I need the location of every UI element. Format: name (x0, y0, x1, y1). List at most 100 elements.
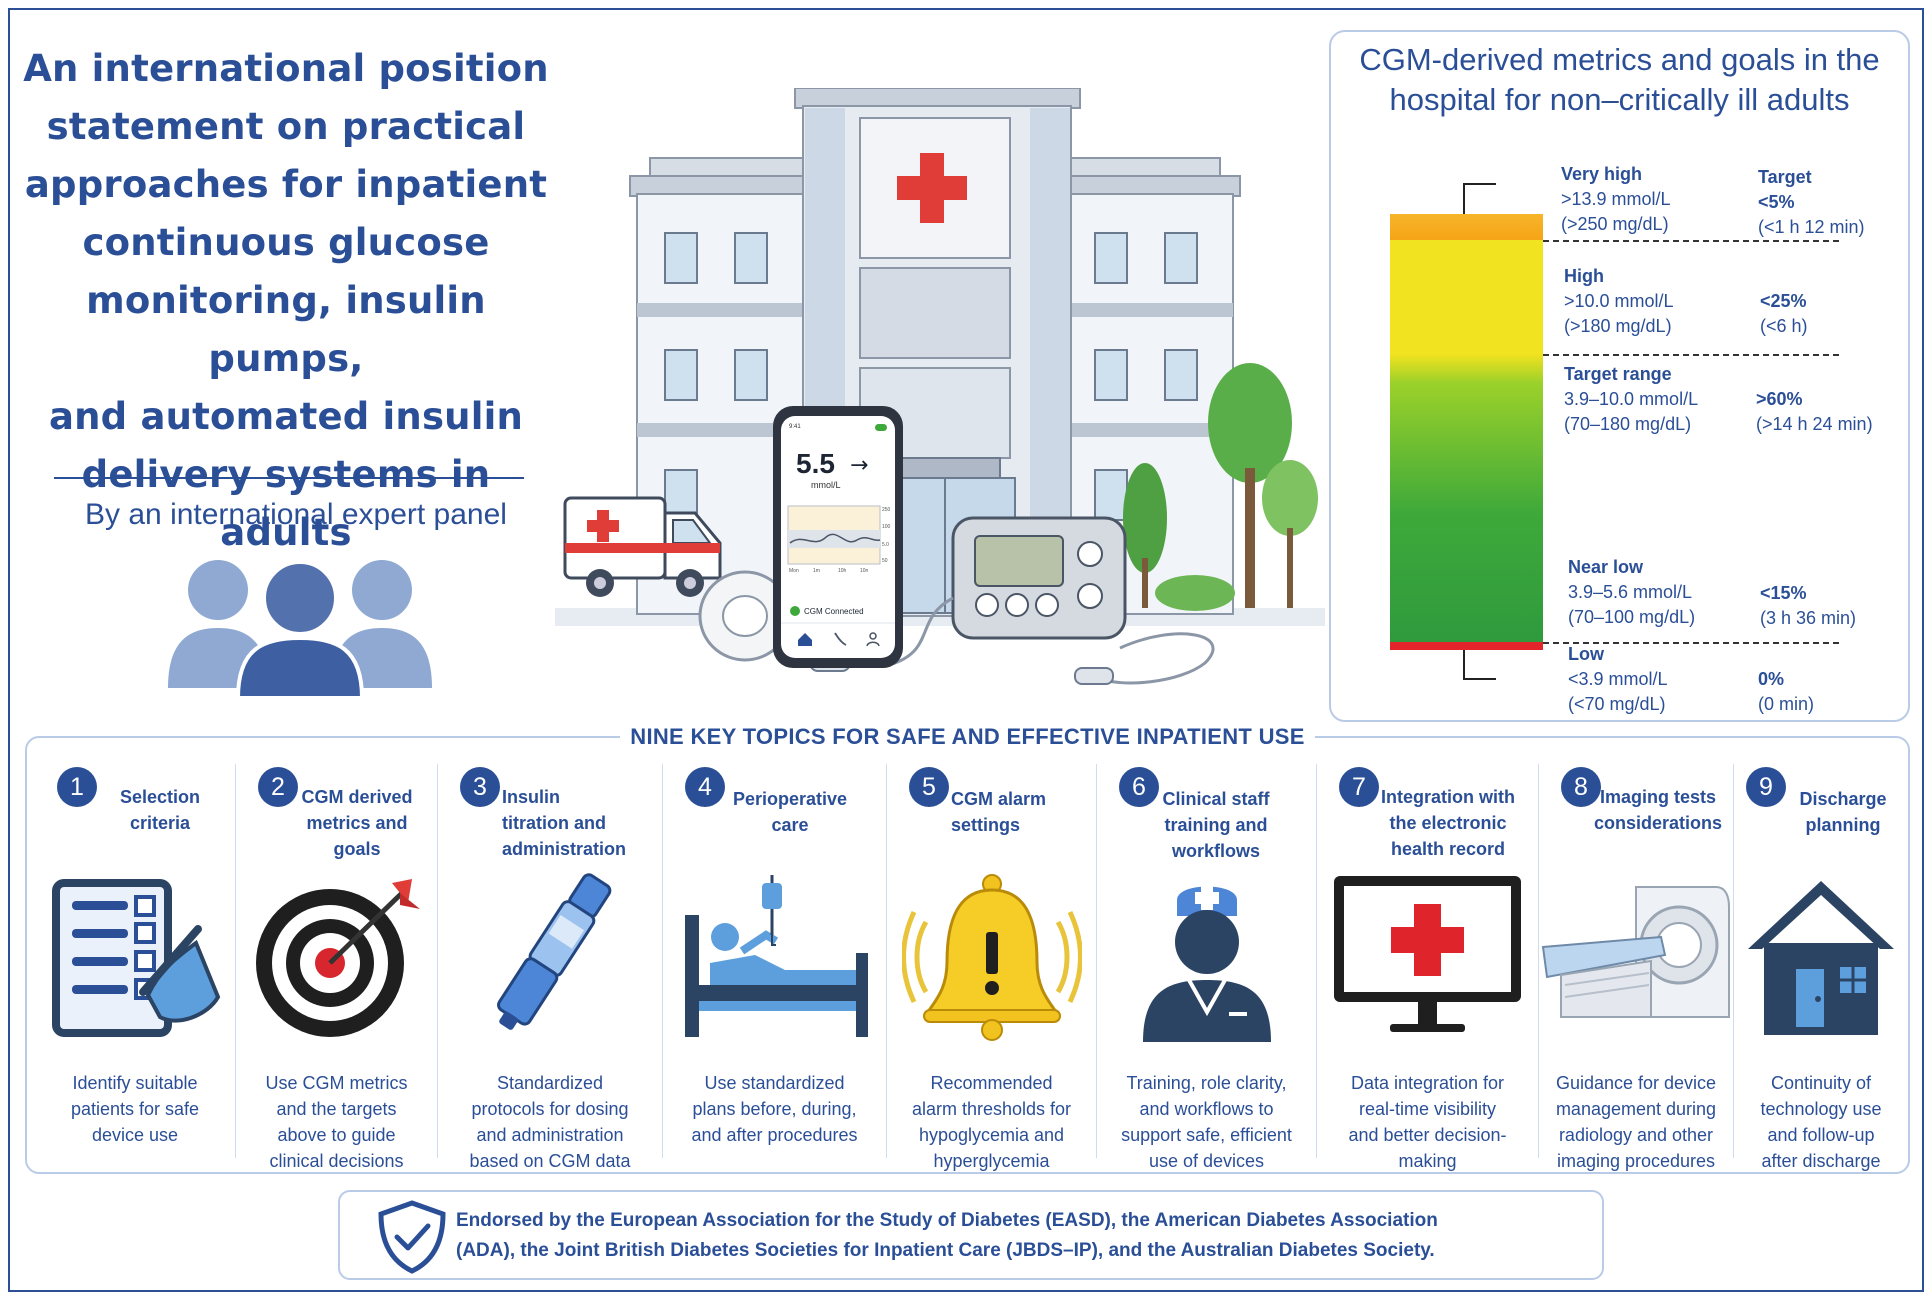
topic-text-line: based on CGM data (469, 1151, 631, 1171)
monitor-cross-icon (1334, 876, 1521, 1032)
topic-description: Identify suitable patients for safe devi… (35, 1070, 235, 1148)
goal-high: <25% (<6 h) (1760, 289, 1808, 339)
endorsement-line: (ADA), the Joint British Diabetes Societ… (456, 1240, 1435, 1261)
metric-connectors (1463, 183, 1496, 680)
topic-cgm-alarm-settings: 5 CGM alarm settings Recommended alarm t… (886, 764, 1096, 1171)
topic-text-line: making (1398, 1151, 1457, 1171)
ct-scanner-icon (1541, 886, 1730, 1018)
topic-title-line: Selection (119, 787, 201, 807)
metrics-title-line: hospital for non–critically ill adults (1389, 82, 1850, 117)
metric-mgdl: (70–100 mg/dL) (1568, 607, 1696, 627)
trees (1123, 363, 1318, 611)
metric-high: High >10.0 mmol/L (>180 mg/dL) (1564, 264, 1674, 339)
topic-title: Insulin titration and administration (490, 784, 658, 862)
phone-call-icon (834, 632, 847, 646)
metric-mmol: >13.9 mmol/L (1561, 189, 1671, 209)
metrics-title-line: CGM-derived metrics and goals in the (1359, 42, 1880, 77)
icon-wrap (35, 872, 235, 1042)
goal-target-range: >60% (>14 h 24 min) (1756, 387, 1873, 437)
metric-name: Near low (1568, 557, 1644, 577)
topic-text-line: management during (1555, 1099, 1717, 1119)
topic-title: Imaging tests considerations (1583, 784, 1733, 836)
topic-text-line: radiology and other (1558, 1125, 1714, 1145)
metric-mmol: 3.9–5.6 mmol/L (1568, 582, 1693, 602)
topic-description: Use standardized plans before, during, a… (663, 1070, 886, 1148)
icon-wrap (663, 872, 886, 1042)
topic-number: 1 (57, 767, 97, 807)
metric-mgdl: (<70 mg/dL) (1568, 694, 1666, 714)
topic-description: Continuity of technology use and follow-… (1734, 1070, 1908, 1174)
topic-text-line: hypoglycemia and (918, 1125, 1065, 1145)
topic-title-line: Perioperative (732, 789, 848, 809)
shield-check-icon (378, 1200, 446, 1274)
metrics-title: CGM-derived metrics and goals in the hos… (1331, 40, 1908, 120)
title-line: statement on practical (46, 105, 526, 148)
topic-imaging-tests: 8 Imaging tests considerations Guidance … (1538, 764, 1733, 1171)
topic-text-line: Training, role clarity, (1126, 1073, 1287, 1093)
topic-perioperative-care: 4 Perioperative care Use standardized pl… (662, 764, 886, 1158)
topic-title-line: goals (333, 839, 381, 859)
divider-target (1543, 354, 1839, 356)
topic-text-line: support safe, efficient (1121, 1125, 1292, 1145)
goal-percent: 0% (1758, 669, 1785, 689)
topic-title-line: Integration with (1381, 787, 1515, 807)
goal-percent: <25% (1760, 291, 1807, 311)
profile-icon (869, 632, 877, 640)
topic-title-line: considerations (1593, 813, 1723, 833)
goal-very-high: Target <5% (<1 h 12 min) (1758, 165, 1865, 240)
topic-text-line: Standardized (496, 1073, 604, 1093)
topic-text-line: patients for safe (70, 1099, 200, 1119)
expert-panel-icon (168, 560, 432, 698)
topic-title-line: CGM derived (301, 787, 413, 807)
topic-text-line: above to guide (277, 1125, 396, 1145)
goal-time: (3 h 36 min) (1760, 608, 1857, 628)
goal-time: (>14 h 24 min) (1756, 414, 1873, 434)
metric-name: Low (1568, 644, 1604, 664)
topic-title-line: titration and (502, 813, 606, 833)
goal-low: 0% (0 min) (1758, 667, 1814, 717)
chart-axis-label: 5.0 (882, 542, 889, 548)
topic-description: Recommended alarm thresholds for hypogly… (887, 1070, 1096, 1174)
topic-title-line: planning (1805, 815, 1881, 835)
metric-mgdl: (70–180 mg/dL) (1564, 414, 1692, 434)
topic-title: CGM alarm settings (939, 786, 1069, 838)
bar-target-range (1390, 354, 1543, 644)
bar-low (1390, 642, 1543, 650)
metric-mmol: >10.0 mmol/L (1564, 291, 1674, 311)
topic-text-line: technology use (1760, 1099, 1882, 1119)
topic-title: Perioperative care (715, 786, 865, 838)
main-title: An international position statement on p… (16, 40, 556, 562)
topic-description: Training, role clarity, and workflows to… (1097, 1070, 1316, 1174)
goal-time: (<6 h) (1760, 316, 1808, 336)
metric-name: Very high (1561, 164, 1643, 184)
topic-text-line: and administration (476, 1125, 624, 1145)
chart-time-label: 10n (860, 568, 869, 574)
metric-low: Low <3.9 mmol/L (<70 mg/dL) (1568, 642, 1668, 717)
topic-text-line: alarm thresholds for (911, 1099, 1072, 1119)
icon-wrap (1734, 872, 1908, 1042)
topic-clinical-staff-training: 6 Clinical staff training and workflows … (1096, 764, 1316, 1171)
metric-near-low: Near low 3.9–5.6 mmol/L (70–100 mg/dL) (1568, 555, 1695, 630)
topic-number: 7 (1339, 767, 1379, 807)
ambulance-icon (563, 496, 722, 597)
topic-title-line: workflows (1171, 841, 1260, 861)
bar-very-high (1390, 214, 1543, 240)
chart-axis-label: 100 (882, 524, 891, 530)
topic-title-line: criteria (129, 813, 191, 833)
goal-time: (0 min) (1758, 694, 1815, 714)
topic-title: Integration with the electronic health r… (1359, 784, 1537, 862)
topic-number: 2 (258, 767, 298, 807)
topics-heading: NINE KEY TOPICS FOR SAFE AND EFFECTIVE I… (27, 724, 1908, 750)
metric-name: Target range (1564, 364, 1672, 384)
icon-wrap (236, 872, 437, 1042)
topic-text-line: Guidance for device (1555, 1073, 1717, 1093)
topic-title: CGM derived metrics and goals (284, 784, 430, 862)
topic-text-line: and the targets (276, 1099, 397, 1119)
smartphone: 9:41 5.5 → mmol/L 250 100 5.0 50 Mon 1m … (773, 406, 903, 668)
title-line: approaches for inpatient (24, 163, 548, 206)
divider-near-low (1543, 642, 1839, 644)
title-block: An international position statement on p… (16, 40, 556, 562)
topic-text-line: and better decision- (1348, 1125, 1507, 1145)
topic-title-line: Discharge (1799, 789, 1887, 809)
topic-text-line: Identify suitable (72, 1073, 198, 1093)
